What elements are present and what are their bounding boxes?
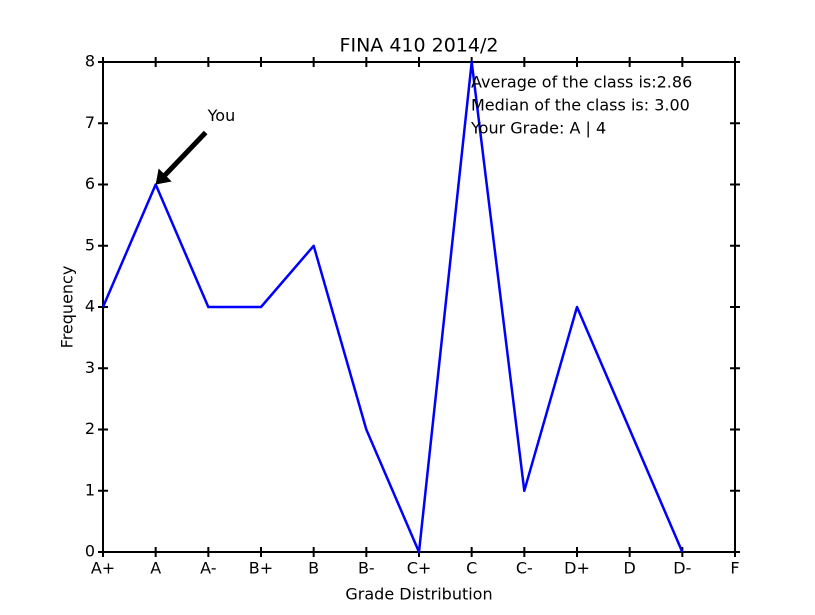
- x-tick-label: F: [730, 559, 739, 578]
- x-tick-label: D+: [564, 559, 590, 578]
- x-tick-label: B: [308, 559, 319, 578]
- x-tick-label: D-: [673, 559, 691, 578]
- y-tick-label: 7: [85, 113, 95, 132]
- line: [101, 60, 684, 554]
- x-tick-label: C: [466, 559, 477, 578]
- x-axis-label: Grade Distribution: [345, 585, 492, 604]
- y-tick-label: 5: [85, 235, 95, 254]
- stats-text: Median of the class is: 3.00: [471, 96, 690, 115]
- x-tick-label: B-: [358, 559, 375, 578]
- x-tick-label: C+: [407, 559, 432, 578]
- stats-text: Average of the class is:2.86: [471, 73, 692, 92]
- x-tick-label: A-: [200, 559, 216, 578]
- annotation-arrowhead: [155, 168, 172, 185]
- x-tick-label: C-: [516, 559, 533, 578]
- y-tick-label: 8: [85, 52, 95, 71]
- y-tick-label: 2: [85, 419, 95, 438]
- annotation-text: You: [207, 106, 236, 125]
- x-tick-label: B+: [249, 559, 273, 578]
- y-axis-label: Frequency: [58, 266, 77, 349]
- y-tick-label: 0: [85, 542, 95, 561]
- stats-text: Your Grade: A | 4: [470, 119, 606, 138]
- chart-title: FINA 410 2014/2: [340, 35, 499, 57]
- x-tick-label: A: [150, 559, 161, 578]
- y-tick-label: 1: [85, 480, 95, 499]
- x-tick-label: A+: [91, 559, 115, 578]
- y-tick-label: 3: [85, 358, 95, 377]
- y-tick-label: 4: [85, 297, 95, 316]
- annotation-arrow: [161, 130, 208, 179]
- x-tick-label: D: [624, 559, 636, 578]
- y-tick-label: 6: [85, 174, 95, 193]
